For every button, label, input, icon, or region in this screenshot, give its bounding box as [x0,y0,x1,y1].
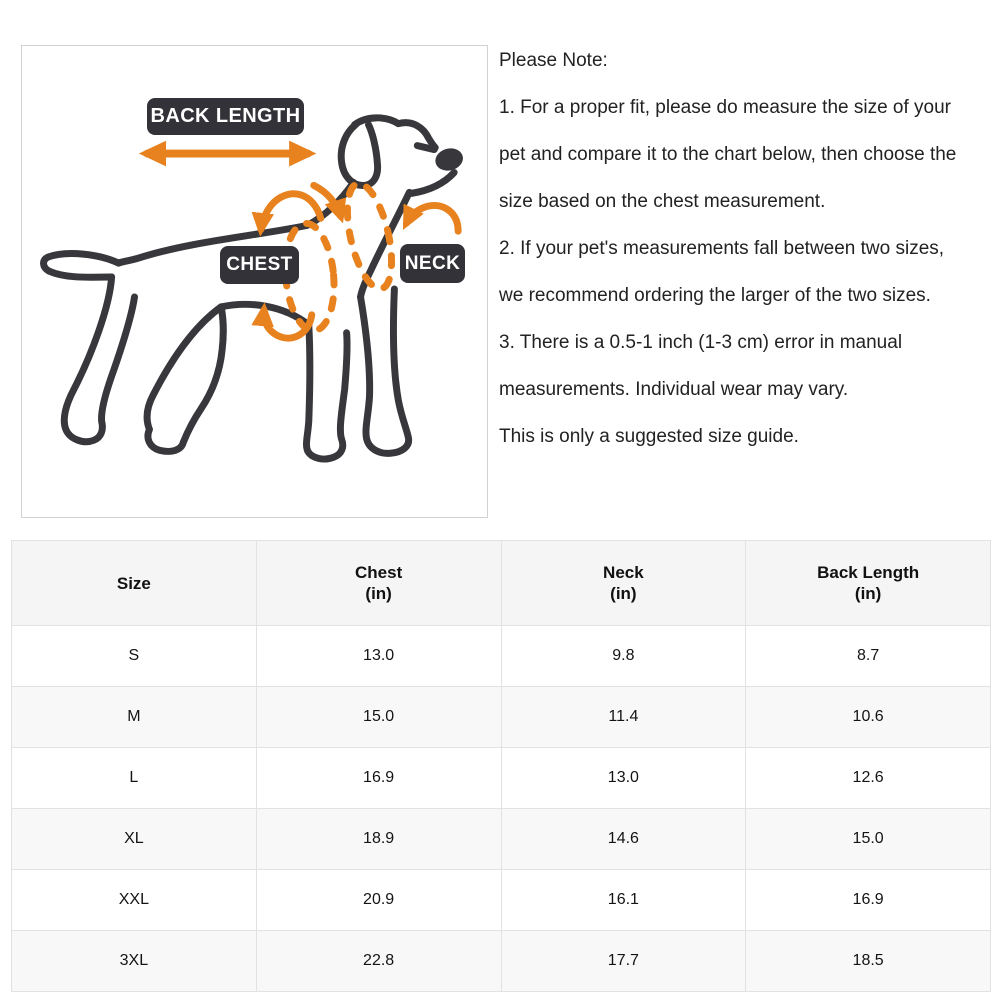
note-line: 3. There is a 0.5-1 inch (1-3 cm) error … [499,332,903,353]
note-line: we recommend ordering the larger of the … [499,285,931,306]
chest-bottom-arrow [251,302,316,342]
cell-size: XXL [11,869,257,931]
cell-size: 3XL [11,930,257,992]
cell-size: S [11,625,257,687]
dog-rear-near-leg [143,303,227,455]
dog-muzzle-notch [413,142,438,154]
dog-ear [337,121,382,189]
dog-skull [351,114,439,152]
note-line: This is only a suggested size guide. [499,426,799,447]
cell-neck: 13.0 [500,747,747,809]
header-size: Size [11,540,257,626]
table-row-xxl: XXL 20.9 16.1 16.9 [11,869,991,931]
cell-size: L [11,747,257,809]
cell-neck: 16.1 [500,869,747,931]
size-chart-header: Size Chest (in) Neck (in) Back Length (i… [11,540,991,626]
header-label: Back Length [817,563,920,582]
cell-chest: 15.0 [255,686,502,748]
header-unit: (in) [365,584,392,603]
header-back-length: Back Length (in) [745,540,991,626]
table-row-s: S 13.0 9.8 8.7 [11,625,991,687]
cell-chest: 20.9 [255,869,502,931]
cell-chest: 22.8 [255,930,502,992]
cell-size: XL [11,808,257,870]
chest-top-arrow [251,190,325,237]
header-label: Neck [603,563,644,582]
dog-back [115,178,358,267]
note-line: 2. If your pet's measurements fall betwe… [499,238,945,259]
dog-front-far-leg [357,285,413,457]
table-row-l: L 16.9 13.0 12.6 [11,747,991,809]
cell-neck: 14.6 [500,808,747,870]
table-row-m: M 15.0 11.4 10.6 [11,686,991,748]
chest-label: CHEST [220,246,299,284]
header-neck: Neck (in) [500,540,747,626]
size-chart-body: S 13.0 9.8 8.7 M 15.0 11.4 10.6 L 16.9 1… [11,625,991,992]
dog-measurement-illustration [40,114,463,463]
shoulder-arrow [310,181,347,224]
dog-muzzle-bottom [407,168,458,197]
cell-chest: 13.0 [255,625,502,687]
cell-back-length: 15.0 [745,808,991,870]
dog-rear-far-leg [60,273,139,446]
header-label: Chest [355,563,403,582]
note-line: pet and compare it to the chart below, t… [499,144,957,165]
neck-label: NECK [400,244,465,283]
note-title: Please Note: [499,50,608,71]
dog-front-near-leg [303,321,351,463]
header-row: Size Chest (in) Neck (in) Back Length (i… [11,540,991,626]
cell-back-length: 18.5 [745,930,991,992]
cell-chest: 18.9 [255,808,502,870]
dog-tail [40,250,123,281]
note-line: measurements. Individual wear may vary. [499,379,849,400]
measurement-diagram-panel: BACK LENGTH CHEST NECK [21,45,488,518]
cell-back-length: 12.6 [745,747,991,809]
dog-outline [40,114,463,463]
dog-chest-front [357,188,413,301]
header-label: Size [116,573,151,593]
header-chest: Chest (in) [255,540,502,626]
cell-neck: 11.4 [500,686,747,748]
cell-back-length: 10.6 [745,686,991,748]
note-text-block: Please Note: 1. For a proper fit, please… [499,37,999,460]
cell-neck: 17.7 [500,930,747,992]
note-line: 1. For a proper fit, please do measure t… [499,97,952,118]
note-line: size based on the chest measurement. [499,191,826,212]
neck-arrow [402,201,462,235]
neck-girth-dashed-loop [343,180,396,293]
dog-nose [435,148,463,171]
back-length-label: BACK LENGTH [147,98,304,135]
cell-chest: 16.9 [255,747,502,809]
cell-back-length: 16.9 [745,869,991,931]
table-row-3xl: 3XL 22.8 17.7 18.5 [11,930,991,992]
size-chart-table: Size Chest (in) Neck (in) Back Length (i… [11,540,991,992]
table-row-xl: XL 18.9 14.6 15.0 [11,808,991,870]
header-unit: (in) [610,584,637,603]
cell-size: M [11,686,257,748]
header-unit: (in) [854,584,882,603]
cell-back-length: 8.7 [745,625,991,687]
cell-neck: 9.8 [500,625,747,687]
